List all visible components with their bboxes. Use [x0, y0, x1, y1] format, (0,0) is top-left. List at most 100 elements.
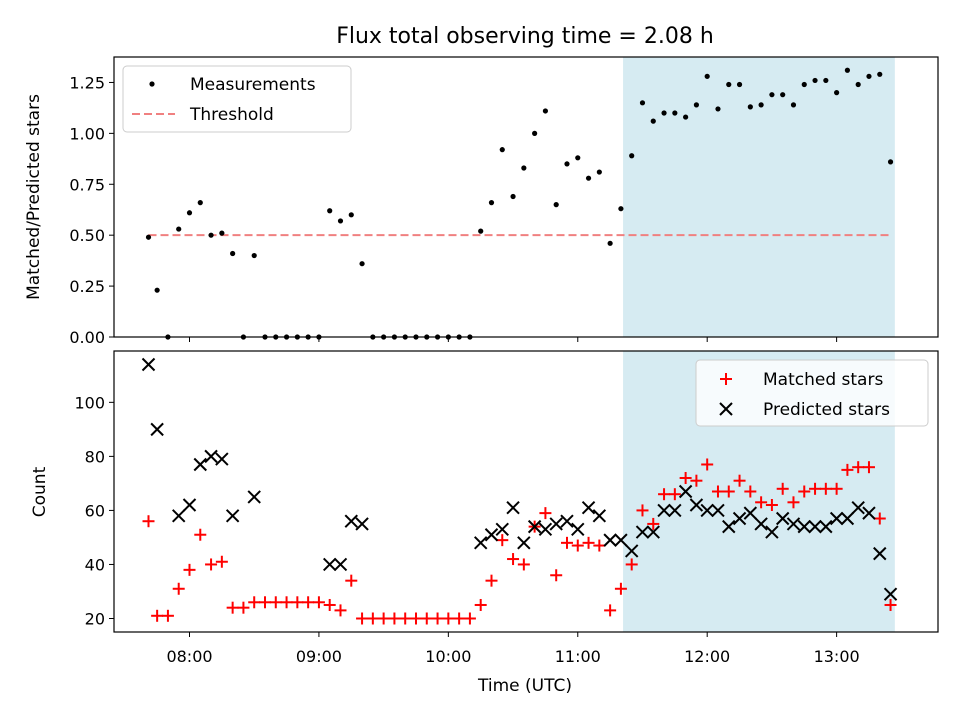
matched-star-point — [755, 496, 768, 509]
top-y-tick-label: 0.25 — [69, 277, 105, 296]
predicted-star-point — [193, 457, 207, 472]
predicted-marker-b — [225, 509, 240, 523]
matched-star-point — [809, 482, 822, 495]
predicted-marker-b — [495, 522, 509, 537]
measurement-point — [585, 175, 592, 181]
predicted-marker-b — [624, 544, 639, 558]
measurement-point — [488, 200, 495, 206]
predicted-marker-b — [527, 519, 542, 534]
legend-measurements-marker — [149, 81, 155, 87]
bottom-x-tick-label: 08:00 — [166, 647, 212, 666]
predicted-star-point — [668, 503, 682, 518]
matched-star-point — [161, 609, 174, 622]
measurement-point — [596, 169, 602, 175]
measurement-point — [650, 118, 656, 124]
matched-star-point — [409, 612, 422, 625]
chart-title: Flux total observing time = 2.08 h — [336, 24, 714, 49]
matched-star-point — [345, 574, 358, 587]
predicted-marker-b — [700, 503, 714, 518]
predicted-marker-b — [668, 503, 682, 518]
observing-window-shade — [623, 57, 895, 337]
predicted-marker-b — [819, 519, 833, 534]
predicted-marker-b — [150, 422, 164, 437]
predicted-star-point — [549, 517, 563, 531]
measurement-point — [812, 77, 818, 84]
predicted-star-point — [883, 587, 898, 601]
matched-star-point — [388, 612, 401, 625]
predicted-star-point — [592, 509, 607, 523]
measurement-point — [683, 114, 689, 120]
top-series-layer — [145, 67, 894, 340]
matched-star-point — [798, 485, 811, 498]
predicted-marker-b — [247, 490, 261, 504]
measurement-point — [629, 153, 635, 159]
matched-star-point — [485, 574, 498, 587]
matched-star-point — [517, 558, 530, 571]
matched-star-point — [334, 604, 347, 617]
predicted-marker-b — [797, 519, 811, 534]
predicted-marker-b — [571, 522, 585, 537]
bottom-x-tick-label: 13:00 — [814, 647, 860, 666]
top-legend: Measurements Threshold — [122, 65, 352, 133]
predicted-star-point — [657, 503, 671, 518]
matched-star-point — [431, 612, 444, 625]
bottom-axes-frame — [113, 350, 939, 633]
matched-star-point — [582, 536, 595, 549]
bottom-series-layer — [141, 357, 898, 625]
predicted-star-point — [225, 509, 240, 523]
top-shaded-region — [623, 57, 895, 337]
bottom-x-tick-label: 10:00 — [425, 647, 471, 666]
measurement-point — [704, 73, 710, 79]
predicted-star-point — [215, 452, 229, 466]
matched-star-point — [323, 598, 336, 611]
predicted-marker-b — [678, 484, 693, 499]
predicted-marker-b — [786, 517, 801, 531]
predicted-marker-b — [560, 514, 574, 528]
predicted-star-point — [754, 517, 768, 531]
matched-star-point — [658, 488, 671, 501]
measurement-point — [251, 252, 257, 259]
matched-star-point — [183, 563, 196, 576]
matched-star-point — [302, 596, 315, 609]
predicted-marker-b — [484, 528, 499, 542]
predicted-marker-b — [808, 519, 822, 534]
measurement-point — [176, 226, 182, 232]
measurement-point — [510, 193, 516, 200]
measurement-point — [564, 161, 570, 167]
matched-star-point — [463, 612, 476, 625]
bottom-x-ticks: 08:00 09:00 10:00 11:00 12:00 13:00 — [166, 632, 860, 666]
matched-star-point — [668, 488, 681, 501]
top-panel: 0.00 0.25 0.50 0.75 1.00 1.25 Matched/Predict… — [24, 56, 939, 347]
predicted-star-point — [624, 544, 639, 558]
matched-star-point — [722, 485, 735, 498]
bottom-y-tick-label: 100 — [74, 393, 105, 412]
predicted-marker-b — [657, 503, 671, 518]
matched-star-point — [399, 612, 412, 625]
top-legend-box — [122, 65, 352, 133]
measurement-point — [672, 110, 678, 116]
predicted-star-point — [689, 498, 704, 512]
matched-star-point — [280, 596, 293, 609]
measurement-point — [478, 228, 484, 234]
predicted-marker-b — [635, 525, 650, 539]
predicted-marker-b — [592, 509, 607, 523]
predicted-star-point — [333, 557, 348, 572]
measurement-point — [639, 100, 646, 106]
predicted-marker-b — [538, 522, 553, 537]
top-y-axis-label: Matched/Predicted stars — [24, 94, 44, 300]
measurement-point — [230, 250, 236, 257]
predicted-star-point — [711, 503, 725, 518]
predicted-star-point — [484, 528, 499, 542]
legend-predicted-label: Predicted stars — [763, 400, 890, 420]
matched-star-point — [560, 536, 573, 549]
predicted-star-point — [700, 503, 714, 518]
measurement-point — [553, 202, 559, 208]
measurement-point — [348, 212, 354, 218]
bottom-y-tick-label: 40 — [85, 555, 105, 574]
matched-star-point — [377, 612, 390, 625]
bottom-x-tick-label: 09:00 — [296, 647, 342, 666]
predicted-marker-b — [743, 506, 758, 520]
bottom-y-axis-label: Count — [30, 466, 50, 517]
top-y-tick-label: 1.25 — [69, 73, 105, 92]
measurement-point — [154, 287, 160, 293]
